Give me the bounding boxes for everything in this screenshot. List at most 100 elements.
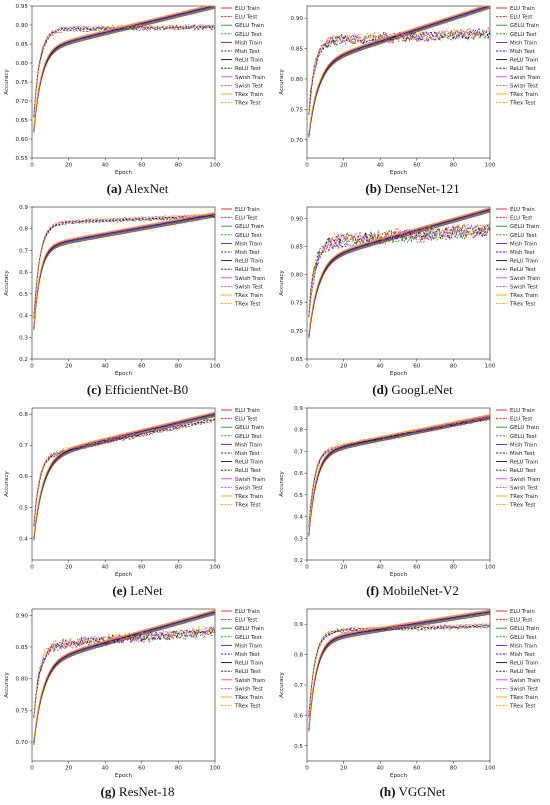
legend-entry: Swish Train xyxy=(235,75,265,81)
series-line-trex-test xyxy=(33,417,216,524)
legend-entry: ReLU Test xyxy=(510,468,536,474)
series-line-trex-test xyxy=(308,27,491,113)
legend-entry: TRex Test xyxy=(234,101,261,107)
series-line-relu-test xyxy=(308,27,491,114)
x-tick-label: 0 xyxy=(30,163,34,169)
legend-entry: ELU Train xyxy=(235,609,260,615)
legend-entry: GELU Train xyxy=(510,626,539,632)
legend-entry: Mish Train xyxy=(510,442,537,448)
chart-resnet: 0 20 40 60 80 100 0.70 0.75 0.80 0.85 0.90 Epoch Acc… xyxy=(4,608,265,779)
legend-entry: GELU Test xyxy=(235,32,262,38)
legend-entry: Mish Test xyxy=(510,49,535,55)
series-line-swish-train xyxy=(33,610,216,742)
legend-entry: TRex Test xyxy=(509,302,536,308)
legend-entry: ELU Train xyxy=(510,609,535,615)
y-tick-label: 0.75 xyxy=(16,80,29,86)
plot-frame xyxy=(306,5,491,159)
series-line-mish-test xyxy=(33,626,216,717)
legend-entry: ELU Test xyxy=(510,216,532,222)
chart-vggnet: 0 20 40 60 80 100 0.5 0.6 0.7 0.8 0.9 Epoch Accuracy… xyxy=(279,608,540,779)
x-axis-label: Epoch xyxy=(115,371,133,377)
caption-text: GoogLeNet xyxy=(391,382,453,397)
legend-entry: GELU Train xyxy=(235,626,264,632)
series-line-trex-train xyxy=(33,609,216,741)
x-tick-label: 100 xyxy=(210,364,221,370)
x-tick-label: 0 xyxy=(305,565,309,571)
series-line-elu-train xyxy=(33,7,216,133)
y-tick-label: 0.90 xyxy=(291,16,304,22)
legend-entry: GELU Train xyxy=(510,425,539,431)
legend-entry: ELU Test xyxy=(510,15,532,21)
x-tick-label: 80 xyxy=(450,766,458,772)
series-line-trex-test xyxy=(308,415,491,525)
legend-entry: Swish Train xyxy=(235,678,265,684)
legend-entry: ReLU Train xyxy=(510,259,538,265)
series-line-elu-train xyxy=(308,211,491,339)
legend-entry: GELU Test xyxy=(510,233,537,239)
y-tick-label: 0.6 xyxy=(294,713,303,719)
x-tick-label: 60 xyxy=(413,565,421,571)
series-line-swish-test xyxy=(33,24,216,116)
series-line-trex-train xyxy=(308,609,491,728)
x-tick-label: 80 xyxy=(175,163,183,169)
x-axis-label: Epoch xyxy=(390,170,408,176)
legend-entry: GELU Train xyxy=(510,224,539,230)
y-tick-label: 0.70 xyxy=(16,740,29,746)
plot-frame xyxy=(31,608,216,762)
series-line-trex-train xyxy=(33,411,216,537)
y-tick-label: 0.4 xyxy=(19,314,28,320)
legend-entry: TRex Train xyxy=(234,695,263,701)
x-tick-label: 20 xyxy=(65,364,73,370)
panel-googlenet: 0 20 40 60 80 100 0.65 0.70 0.75 0.80 0.85 0.90 Epoc… xyxy=(275,201,550,402)
series-line-elu-train xyxy=(33,614,216,745)
x-tick-label: 0 xyxy=(30,565,34,571)
y-axis-label: Accuracy xyxy=(279,270,285,296)
y-tick-label: 0.85 xyxy=(16,42,29,48)
series-line-elu-train xyxy=(308,418,491,537)
series-line-elu-train xyxy=(308,613,491,732)
series-line-gelu-test xyxy=(33,26,216,118)
x-tick-label: 100 xyxy=(485,163,496,169)
legend-entry: ReLU Test xyxy=(235,267,261,273)
legend-entry: ReLU Train xyxy=(235,661,263,667)
legend-entry: Swish Train xyxy=(510,75,540,81)
y-tick-label: 0.2 xyxy=(294,558,303,564)
panel-mobilenet: 0 20 40 60 80 100 0.2 0.3 0.4 0.5 0.6 0.7 0.8 0.9 Epoc… xyxy=(275,402,550,603)
chart-efficientnet: 0 20 40 60 80 100 0.2 0.3 0.4 0.5 0.6 0.7 0.8 0.9 Epoc… xyxy=(4,205,265,377)
series-line-relu-train xyxy=(308,611,491,729)
legend-entry: TRex Train xyxy=(234,494,263,500)
caption-text: DenseNet-121 xyxy=(384,181,460,196)
panel-lenet: 0 20 40 60 80 100 0.4 0.5 0.6 0.7 0.8 Epoch Accuracy… xyxy=(0,402,275,603)
legend-entry: Swish Train xyxy=(510,276,540,282)
panel-efficientnet: 0 20 40 60 80 100 0.2 0.3 0.4 0.5 0.6 0.7 0.8 0.9 Epoc… xyxy=(0,201,275,402)
y-tick-label: 0.90 xyxy=(16,613,29,619)
legend-entry: Swish Test xyxy=(510,485,538,491)
series-line-relu-train xyxy=(33,611,216,743)
caption-letter: (f) xyxy=(366,583,380,598)
series-line-gelu-train xyxy=(308,210,491,338)
series-line-elu-train xyxy=(308,7,491,138)
caption-letter: (g) xyxy=(100,784,116,799)
legend-entry: Swish Test xyxy=(510,284,538,290)
x-tick-label: 80 xyxy=(175,565,183,571)
legend-entry: TRex Test xyxy=(234,503,261,509)
series-line-trex-test xyxy=(308,623,491,715)
legend-entry: Mish Train xyxy=(510,241,537,247)
series-line-relu-test xyxy=(33,24,216,116)
series-line-trex-test xyxy=(308,222,491,315)
legend-entry: GELU Test xyxy=(510,32,537,38)
series-line-mish-train xyxy=(33,6,216,132)
y-axis-label: Accuracy xyxy=(279,471,285,497)
legend-entry: Swish Train xyxy=(510,678,540,684)
legend-entry: Mish Test xyxy=(510,250,535,256)
legend-entry: ReLU Train xyxy=(510,58,538,64)
caption-lenet: (e) LeNet xyxy=(0,583,275,599)
legend-entry: TRex Test xyxy=(509,503,536,509)
x-tick-label: 40 xyxy=(377,364,385,370)
legend-entry: Swish Train xyxy=(510,477,540,483)
legend-entry: TRex Train xyxy=(509,293,538,299)
legend-entry: ReLU Test xyxy=(235,66,261,72)
plot-frame xyxy=(306,407,491,561)
legend-entry: Swish Test xyxy=(510,686,538,692)
series-line-swish-train xyxy=(33,412,216,538)
